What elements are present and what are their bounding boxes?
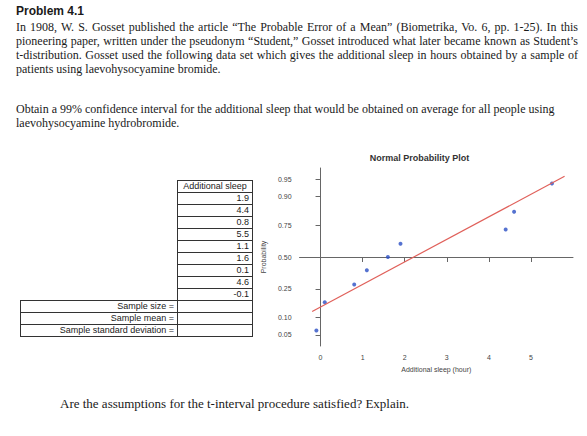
svg-text:0.10: 0.10 xyxy=(278,314,292,321)
svg-text:3: 3 xyxy=(445,354,449,361)
html-text:1.6: 1.6 xyxy=(236,253,249,263)
svg-text:0.05: 0.05 xyxy=(278,331,292,338)
svg-text:Normal Probability Plot: Normal Probability Plot xyxy=(370,153,470,163)
html-text:Additional sleep: Additional sleep xyxy=(183,181,247,191)
html-text:-0.1: -0.1 xyxy=(233,289,249,299)
svg-text:1: 1 xyxy=(361,354,365,361)
html-text:Problem 4.1: Problem 4.1 xyxy=(16,4,84,18)
html-text:4.6: 4.6 xyxy=(236,277,249,287)
html-text:Sample mean =: Sample mean = xyxy=(110,313,174,323)
svg-text:0.50: 0.50 xyxy=(278,254,292,261)
html-text:4.4: 4.4 xyxy=(236,205,249,215)
html-text:1.9: 1.9 xyxy=(236,193,249,203)
html-text:5.5: 5.5 xyxy=(236,229,249,239)
html-text:In 1908, W. S. Gosset publishe: In 1908, W. S. Gosset published the arti… xyxy=(16,20,578,76)
html-text:Are the assumptions for the t-: Are the assumptions for the t-interval p… xyxy=(60,396,410,411)
svg-text:0: 0 xyxy=(319,354,323,361)
svg-text:0.90: 0.90 xyxy=(278,193,292,200)
svg-text:0.25: 0.25 xyxy=(278,285,292,292)
svg-text:Probability: Probability xyxy=(260,240,268,273)
html-text:Sample standard deviation =: Sample standard deviation = xyxy=(59,325,174,335)
svg-text:4: 4 xyxy=(487,354,491,361)
html-text:Obtain a 99% confidence interv: Obtain a 99% confidence interval for the… xyxy=(16,102,555,130)
html-text:0.1: 0.1 xyxy=(236,265,249,275)
html-text:1.1: 1.1 xyxy=(236,241,249,251)
svg-text:0.75: 0.75 xyxy=(278,222,292,229)
html-text:0.8: 0.8 xyxy=(236,217,249,227)
svg-text:Additional sleep (hour): Additional sleep (hour) xyxy=(401,366,471,374)
svg-text:0.95: 0.95 xyxy=(278,176,292,183)
svg-text:5: 5 xyxy=(529,354,533,361)
svg-text:2: 2 xyxy=(403,354,407,361)
html-text:Sample size =: Sample size = xyxy=(117,301,174,311)
